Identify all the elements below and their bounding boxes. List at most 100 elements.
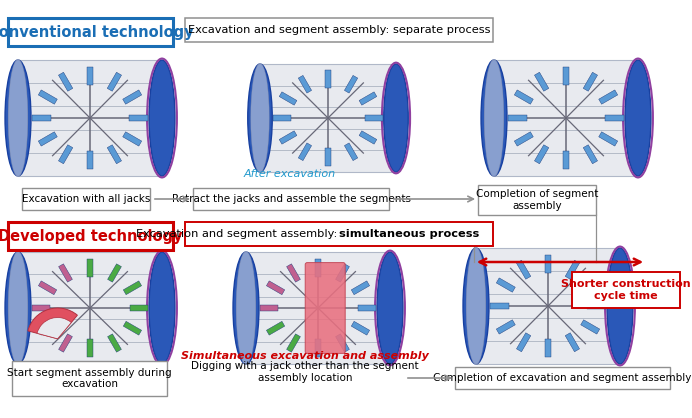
Ellipse shape: [248, 64, 272, 172]
Bar: [494, 60, 638, 176]
Polygon shape: [565, 333, 579, 352]
Bar: [476, 248, 620, 364]
Polygon shape: [581, 320, 600, 334]
Ellipse shape: [5, 252, 31, 364]
Polygon shape: [107, 72, 122, 91]
Polygon shape: [122, 132, 142, 146]
Polygon shape: [39, 281, 57, 295]
Wedge shape: [28, 308, 78, 339]
Text: Developed technology: Developed technology: [0, 229, 183, 244]
FancyBboxPatch shape: [185, 18, 493, 42]
Polygon shape: [516, 333, 531, 352]
Ellipse shape: [484, 59, 504, 176]
Polygon shape: [365, 115, 383, 121]
Text: Simultaneous excavation and assembly: Simultaneous excavation and assembly: [181, 351, 429, 361]
Polygon shape: [32, 305, 50, 311]
Text: Conventional technology: Conventional technology: [0, 25, 193, 39]
Text: simultaneous process: simultaneous process: [339, 229, 480, 239]
Polygon shape: [123, 281, 142, 295]
Text: Retract the jacks and assemble the segments: Retract the jacks and assemble the segme…: [172, 194, 410, 204]
Ellipse shape: [236, 252, 256, 364]
Bar: [18, 60, 162, 176]
FancyBboxPatch shape: [572, 272, 680, 308]
Polygon shape: [130, 305, 148, 311]
Polygon shape: [359, 131, 376, 144]
Ellipse shape: [481, 60, 507, 176]
Ellipse shape: [463, 248, 489, 364]
Polygon shape: [260, 305, 278, 311]
Polygon shape: [496, 320, 516, 334]
Polygon shape: [583, 145, 597, 164]
Polygon shape: [336, 334, 349, 352]
Text: Digging with a jack other than the segment
assembly location: Digging with a jack other than the segme…: [191, 361, 419, 383]
Polygon shape: [38, 132, 57, 146]
Polygon shape: [345, 143, 358, 161]
Ellipse shape: [466, 247, 486, 364]
Bar: [260, 64, 396, 172]
Polygon shape: [298, 75, 311, 93]
Polygon shape: [352, 321, 370, 335]
Ellipse shape: [149, 60, 175, 176]
Polygon shape: [298, 143, 311, 161]
FancyBboxPatch shape: [12, 361, 167, 396]
Polygon shape: [129, 115, 148, 121]
Polygon shape: [606, 115, 624, 121]
Polygon shape: [563, 67, 569, 85]
Ellipse shape: [251, 64, 269, 173]
Ellipse shape: [384, 64, 408, 172]
Polygon shape: [599, 90, 618, 104]
Polygon shape: [508, 115, 527, 121]
Ellipse shape: [149, 252, 175, 364]
FancyBboxPatch shape: [185, 222, 493, 246]
Polygon shape: [545, 339, 551, 357]
Ellipse shape: [625, 60, 651, 176]
FancyBboxPatch shape: [193, 188, 389, 210]
Polygon shape: [490, 303, 509, 309]
Polygon shape: [273, 115, 291, 121]
Polygon shape: [352, 281, 370, 295]
Polygon shape: [87, 259, 93, 277]
Text: Excavation and segment assembly: separate process: Excavation and segment assembly: separat…: [188, 25, 490, 35]
Polygon shape: [325, 148, 331, 166]
Polygon shape: [107, 145, 122, 164]
Polygon shape: [39, 321, 57, 335]
Polygon shape: [87, 67, 93, 85]
Polygon shape: [496, 278, 516, 292]
Text: Start segment assembly during
excavation: Start segment assembly during excavation: [7, 368, 172, 389]
Text: Completion of segment
assembly: Completion of segment assembly: [476, 189, 598, 211]
Ellipse shape: [233, 252, 259, 364]
Polygon shape: [279, 131, 297, 144]
FancyBboxPatch shape: [305, 263, 345, 353]
Bar: [246, 252, 390, 364]
FancyBboxPatch shape: [478, 185, 596, 215]
Polygon shape: [325, 70, 331, 88]
Polygon shape: [279, 92, 297, 105]
Polygon shape: [336, 264, 349, 282]
Polygon shape: [87, 150, 93, 169]
Polygon shape: [286, 264, 300, 282]
Polygon shape: [59, 145, 73, 164]
Polygon shape: [123, 321, 142, 335]
Bar: [18, 252, 162, 364]
Polygon shape: [59, 334, 73, 352]
Polygon shape: [514, 132, 534, 146]
Polygon shape: [266, 281, 284, 295]
Polygon shape: [38, 90, 57, 104]
Text: Shorter construction
cycle time: Shorter construction cycle time: [561, 279, 691, 301]
Polygon shape: [107, 334, 121, 352]
Polygon shape: [545, 255, 551, 273]
Polygon shape: [87, 339, 93, 357]
Polygon shape: [516, 260, 531, 279]
Polygon shape: [563, 150, 569, 169]
Polygon shape: [358, 305, 376, 311]
FancyBboxPatch shape: [455, 367, 670, 389]
Polygon shape: [59, 264, 73, 282]
FancyBboxPatch shape: [8, 222, 173, 250]
Ellipse shape: [8, 59, 28, 176]
Polygon shape: [583, 72, 597, 91]
Polygon shape: [59, 72, 73, 91]
Polygon shape: [581, 278, 600, 292]
Polygon shape: [286, 334, 300, 352]
Polygon shape: [32, 115, 51, 121]
Text: Excavation and segment assembly:: Excavation and segment assembly:: [136, 229, 337, 239]
